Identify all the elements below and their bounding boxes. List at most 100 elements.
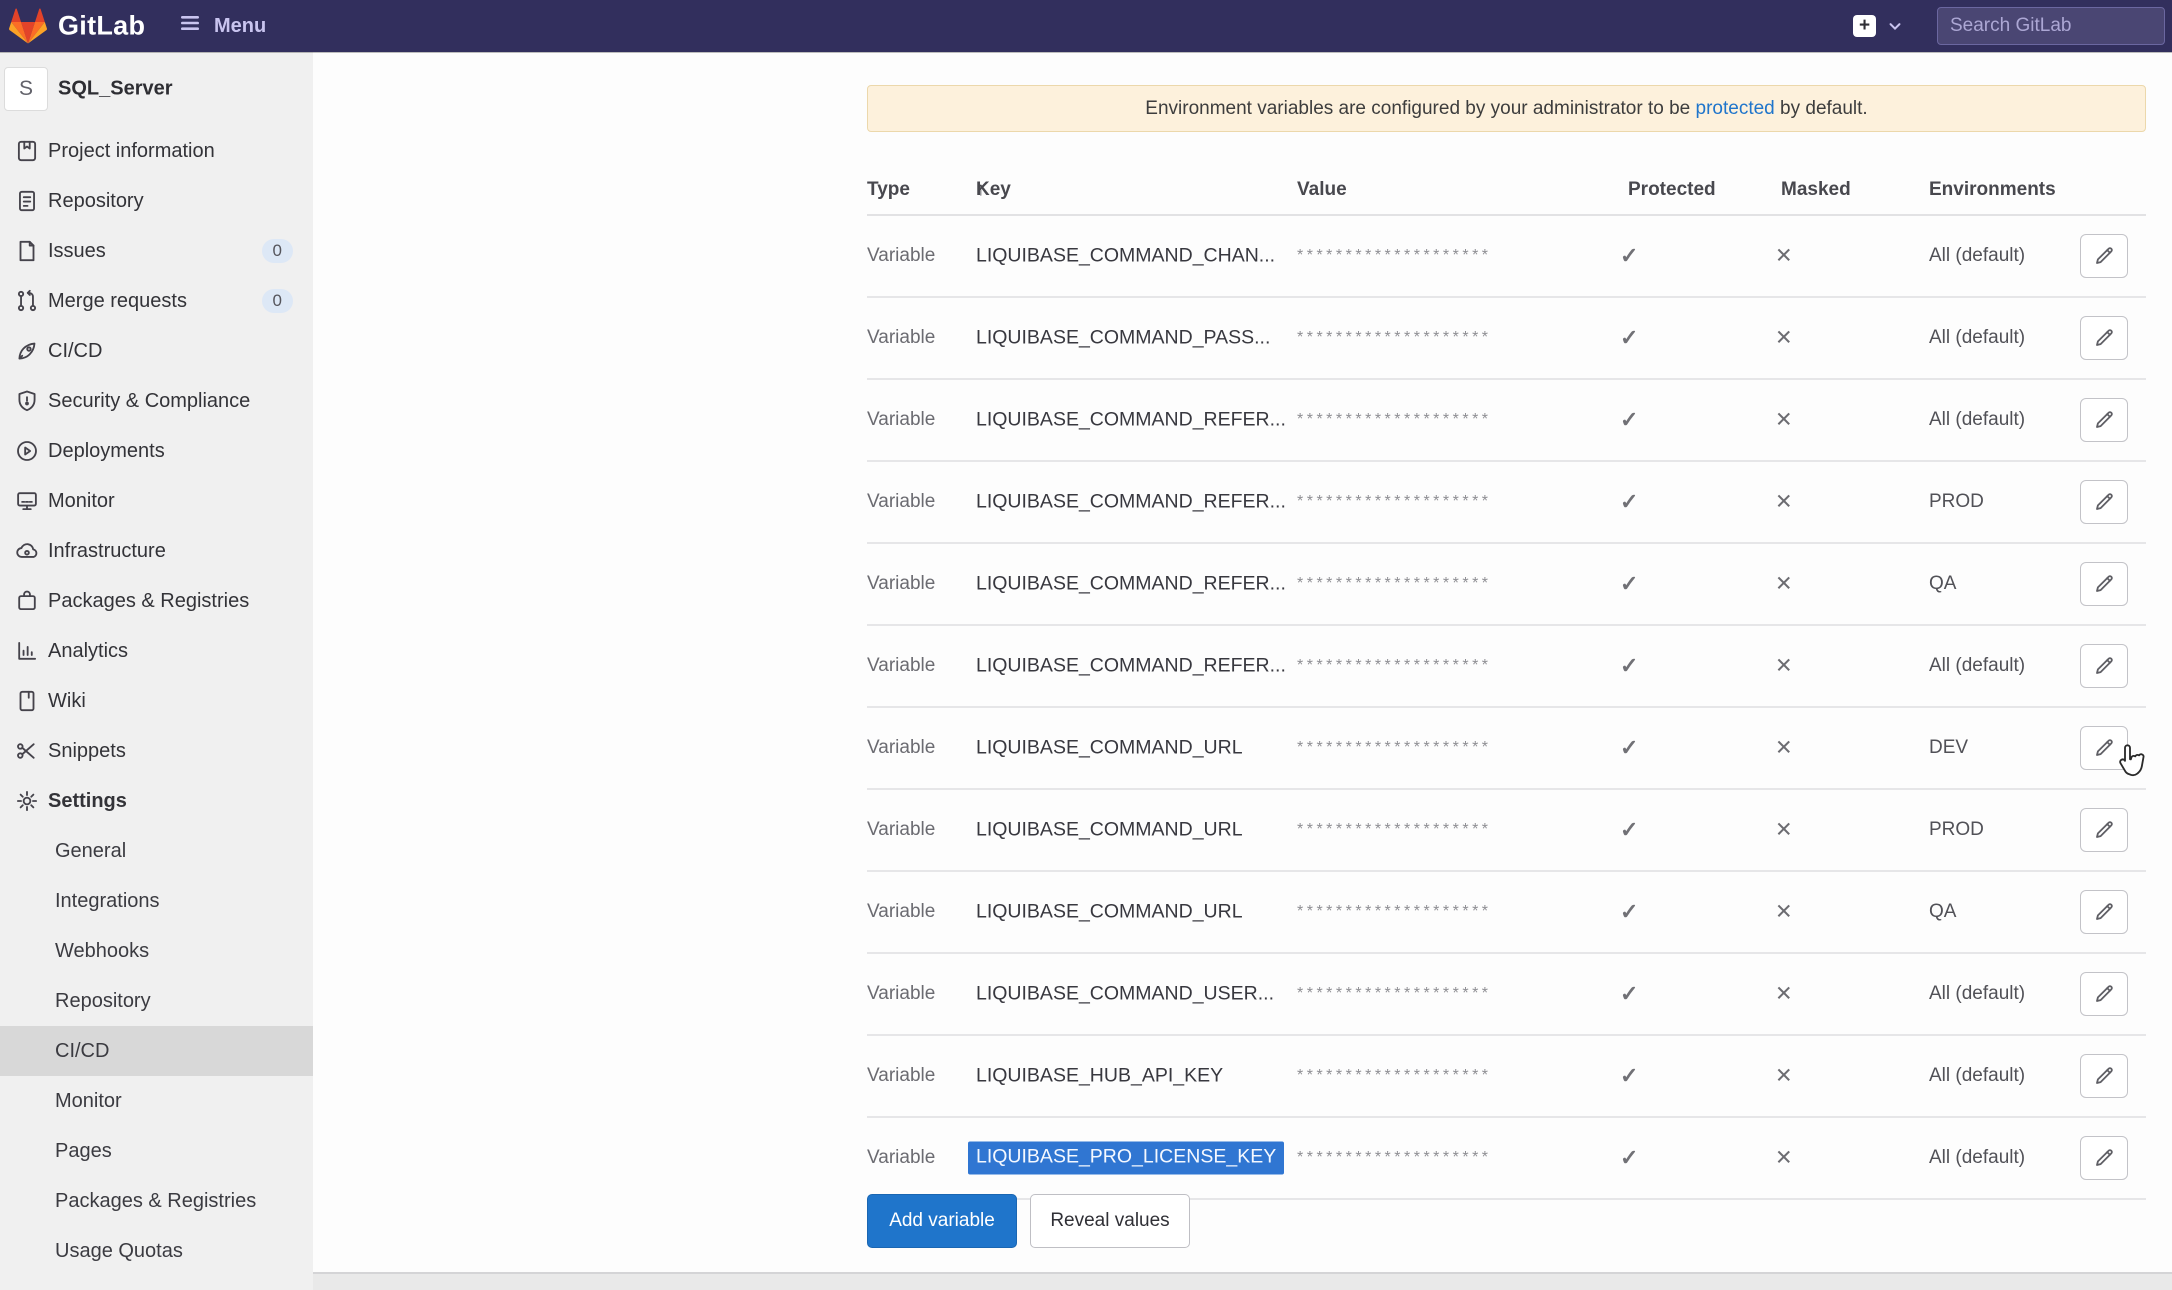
variable-environments: All (default) [1929,409,2026,430]
variable-row: Variable LIQUIBASE_COMMAND_URL *********… [867,790,2146,872]
protected-check-icon: ✓ [1620,817,1639,842]
variable-key: LIQUIBASE_PRO_LICENSE_KEY [968,1141,1285,1175]
variable-masked-value: ******************** [1297,903,1492,920]
variable-row: Variable LIQUIBASE_COMMAND_REFER... ****… [867,380,2146,462]
sidebar-project-header[interactable]: S SQL_Server [0,52,313,126]
variable-key: LIQUIBASE_COMMAND_REFER... [976,490,1286,513]
edit-variable-button[interactable] [2080,1054,2128,1098]
sidebar-subitem-usage-quotas[interactable]: Usage Quotas [0,1226,313,1276]
sidebar-subitem-webhooks[interactable]: Webhooks [0,926,313,976]
gitlab-tanuki-icon[interactable] [9,8,47,44]
masked-x-icon: ✕ [1775,900,1793,924]
shield-icon [14,388,40,414]
protected-link[interactable]: protected [1695,97,1775,119]
search-input[interactable] [1937,7,2165,45]
sidebar-subitem-pages[interactable]: Pages [0,1126,313,1176]
edit-variable-button[interactable] [2080,1136,2128,1180]
protected-check-icon: ✓ [1620,735,1639,760]
variable-row: Variable LIQUIBASE_COMMAND_URL *********… [867,708,2146,790]
sidebar-item-label: Wiki [48,689,86,712]
sidebar-item-label: Settings [48,789,127,812]
variable-type: Variable [867,983,936,1004]
masked-x-icon: ✕ [1775,490,1793,514]
sidebar-item-label: Repository [48,189,144,212]
masked-x-icon: ✕ [1775,1146,1793,1170]
variable-environments: All (default) [1929,655,2026,676]
sidebar-item-label: Merge requests [48,289,187,312]
edit-variable-button[interactable] [2080,480,2128,524]
add-variable-button[interactable]: Add variable [867,1194,1017,1248]
sidebar-item-packages-registries[interactable]: Packages & Registries [0,576,313,626]
edit-variable-button[interactable] [2080,398,2128,442]
edit-variable-button[interactable] [2080,972,2128,1016]
sidebar-subitem-repository[interactable]: Repository [0,976,313,1026]
sidebar-item-ci-cd[interactable]: CI/CD [0,326,313,376]
variable-masked-value: ******************** [1297,985,1492,1002]
sidebar-item-issues[interactable]: Issues 0 [0,226,313,276]
masked-x-icon: ✕ [1775,326,1793,350]
variable-masked-value: ******************** [1297,1149,1492,1166]
sidebar-subitem-integrations[interactable]: Integrations [0,876,313,926]
sidebar-subitem-ci-cd[interactable]: CI/CD [0,1026,313,1076]
reveal-values-button[interactable]: Reveal values [1030,1194,1190,1248]
protected-check-icon: ✓ [1620,407,1639,432]
variable-row: Variable LIQUIBASE_COMMAND_REFER... ****… [867,462,2146,544]
edit-variable-button[interactable] [2080,234,2128,278]
variable-masked-value: ******************** [1297,247,1492,264]
sidebar-subitem-general[interactable]: General [0,826,313,876]
sidebar-subitem-packages-registries[interactable]: Packages & Registries [0,1176,313,1226]
variable-type: Variable [867,655,936,676]
table-actions: Add variable Reveal values [867,1194,1190,1248]
package-icon [14,588,40,614]
variable-type: Variable [867,1065,936,1086]
hamburger-icon [178,11,202,41]
sidebar-item-label: Project information [48,139,215,162]
variable-masked-value: ******************** [1297,1067,1492,1084]
variable-environments: DEV [1929,737,1969,758]
edit-variable-button[interactable] [2080,808,2128,852]
chevron-down-icon[interactable] [1886,17,1904,35]
edit-variable-button[interactable] [2080,644,2128,688]
sidebar-subitem-label: CI/CD [55,1039,110,1062]
gitlab-brand-text[interactable]: GitLab [58,10,146,41]
sidebar-item-wiki[interactable]: Wiki [0,676,313,726]
sidebar-item-settings[interactable]: Settings [0,776,313,826]
pencil-icon [2092,244,2116,268]
sidebar-item-security-compliance[interactable]: Security & Compliance [0,376,313,426]
sidebar-item-monitor[interactable]: Monitor [0,476,313,526]
column-header-value: Value [1297,178,1347,200]
protected-check-icon: ✓ [1620,981,1639,1006]
sidebar-subitem-label: Repository [55,989,151,1012]
sidebar-item-label: Snippets [48,739,126,762]
sidebar-item-analytics[interactable]: Analytics [0,626,313,676]
sidebar-item-snippets[interactable]: Snippets [0,726,313,776]
sidebar-subitem-label: General [55,839,127,862]
edit-variable-button[interactable] [2080,890,2128,934]
sidebar-item-deployments[interactable]: Deployments [0,426,313,476]
edit-variable-button[interactable] [2080,726,2128,770]
project-name: SQL_Server [58,77,173,100]
rocket-icon [14,338,40,364]
sidebar-item-merge-requests[interactable]: Merge requests 0 [0,276,313,326]
sidebar-item-infrastructure[interactable]: Infrastructure [0,526,313,576]
edit-variable-button[interactable] [2080,316,2128,360]
variables-table-header: Type ↑ Key Value Protected Masked Environ… [867,165,2146,216]
pencil-icon [2092,654,2116,678]
variable-row: Variable LIQUIBASE_HUB_API_KEY *********… [867,1036,2146,1118]
sidebar-item-project-information[interactable]: Project information [0,126,313,176]
variable-masked-value: ******************** [1297,411,1492,428]
pencil-icon [2092,818,2116,842]
edit-variable-button[interactable] [2080,562,2128,606]
pencil-icon [2092,982,2116,1006]
banner-text-before: Environment variables are configured by … [1145,97,1696,119]
variable-type: Variable [867,901,936,922]
variable-masked-value: ******************** [1297,739,1492,756]
menu-label: Menu [214,14,267,37]
sidebar-subitem-monitor[interactable]: Monitor [0,1076,313,1126]
menu-button[interactable]: Menu [172,0,272,52]
protected-check-icon: ✓ [1620,899,1639,924]
new-item-button[interactable]: + [1853,15,1876,37]
sidebar-subitem-label: Usage Quotas [55,1239,183,1262]
variable-row: Variable LIQUIBASE_COMMAND_REFER... ****… [867,626,2146,708]
sidebar-item-repository[interactable]: Repository [0,176,313,226]
